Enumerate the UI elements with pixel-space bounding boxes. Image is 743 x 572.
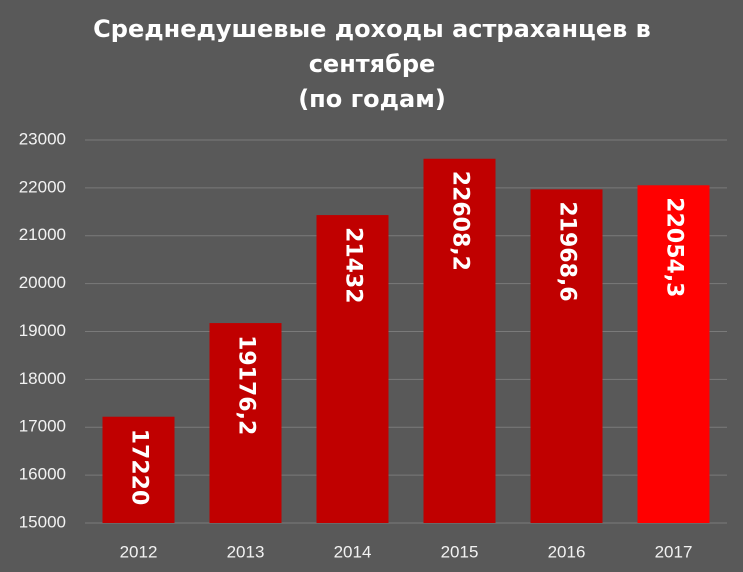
bar — [637, 185, 710, 523]
y-tick-label: 15000 — [19, 512, 66, 531]
y-tick-label: 18000 — [19, 369, 66, 388]
x-tick-label: 2014 — [334, 542, 372, 561]
value-label: 22608,2 — [448, 171, 473, 271]
value-label: 19176,2 — [234, 335, 259, 435]
chart-title: Среднедушевые доходы астраханцев в — [93, 15, 651, 43]
y-tick-label: 20000 — [19, 273, 66, 292]
y-tick-label: 23000 — [19, 129, 66, 148]
x-tick-label: 2016 — [548, 542, 586, 561]
value-label: 17220 — [127, 429, 152, 506]
y-tick-label: 22000 — [19, 177, 66, 196]
x-tick-label: 2017 — [655, 542, 693, 561]
y-tick-label: 21000 — [19, 225, 66, 244]
bar — [102, 416, 175, 523]
x-tick-label: 2013 — [227, 542, 265, 561]
bar — [423, 158, 496, 523]
chart-title: (по годам) — [298, 85, 446, 113]
value-label: 21432 — [341, 227, 366, 304]
value-label: 22054,3 — [662, 197, 687, 297]
x-tick-label: 2012 — [120, 542, 158, 561]
value-label: 21968,6 — [555, 201, 580, 301]
y-tick-label: 17000 — [19, 417, 66, 436]
bar — [209, 323, 282, 523]
chart-title: сентябре — [309, 50, 436, 78]
y-tick-label: 16000 — [19, 465, 66, 484]
x-tick-label: 2015 — [441, 542, 479, 561]
bar — [316, 215, 389, 523]
bar — [530, 189, 603, 523]
y-tick-label: 19000 — [19, 321, 66, 340]
